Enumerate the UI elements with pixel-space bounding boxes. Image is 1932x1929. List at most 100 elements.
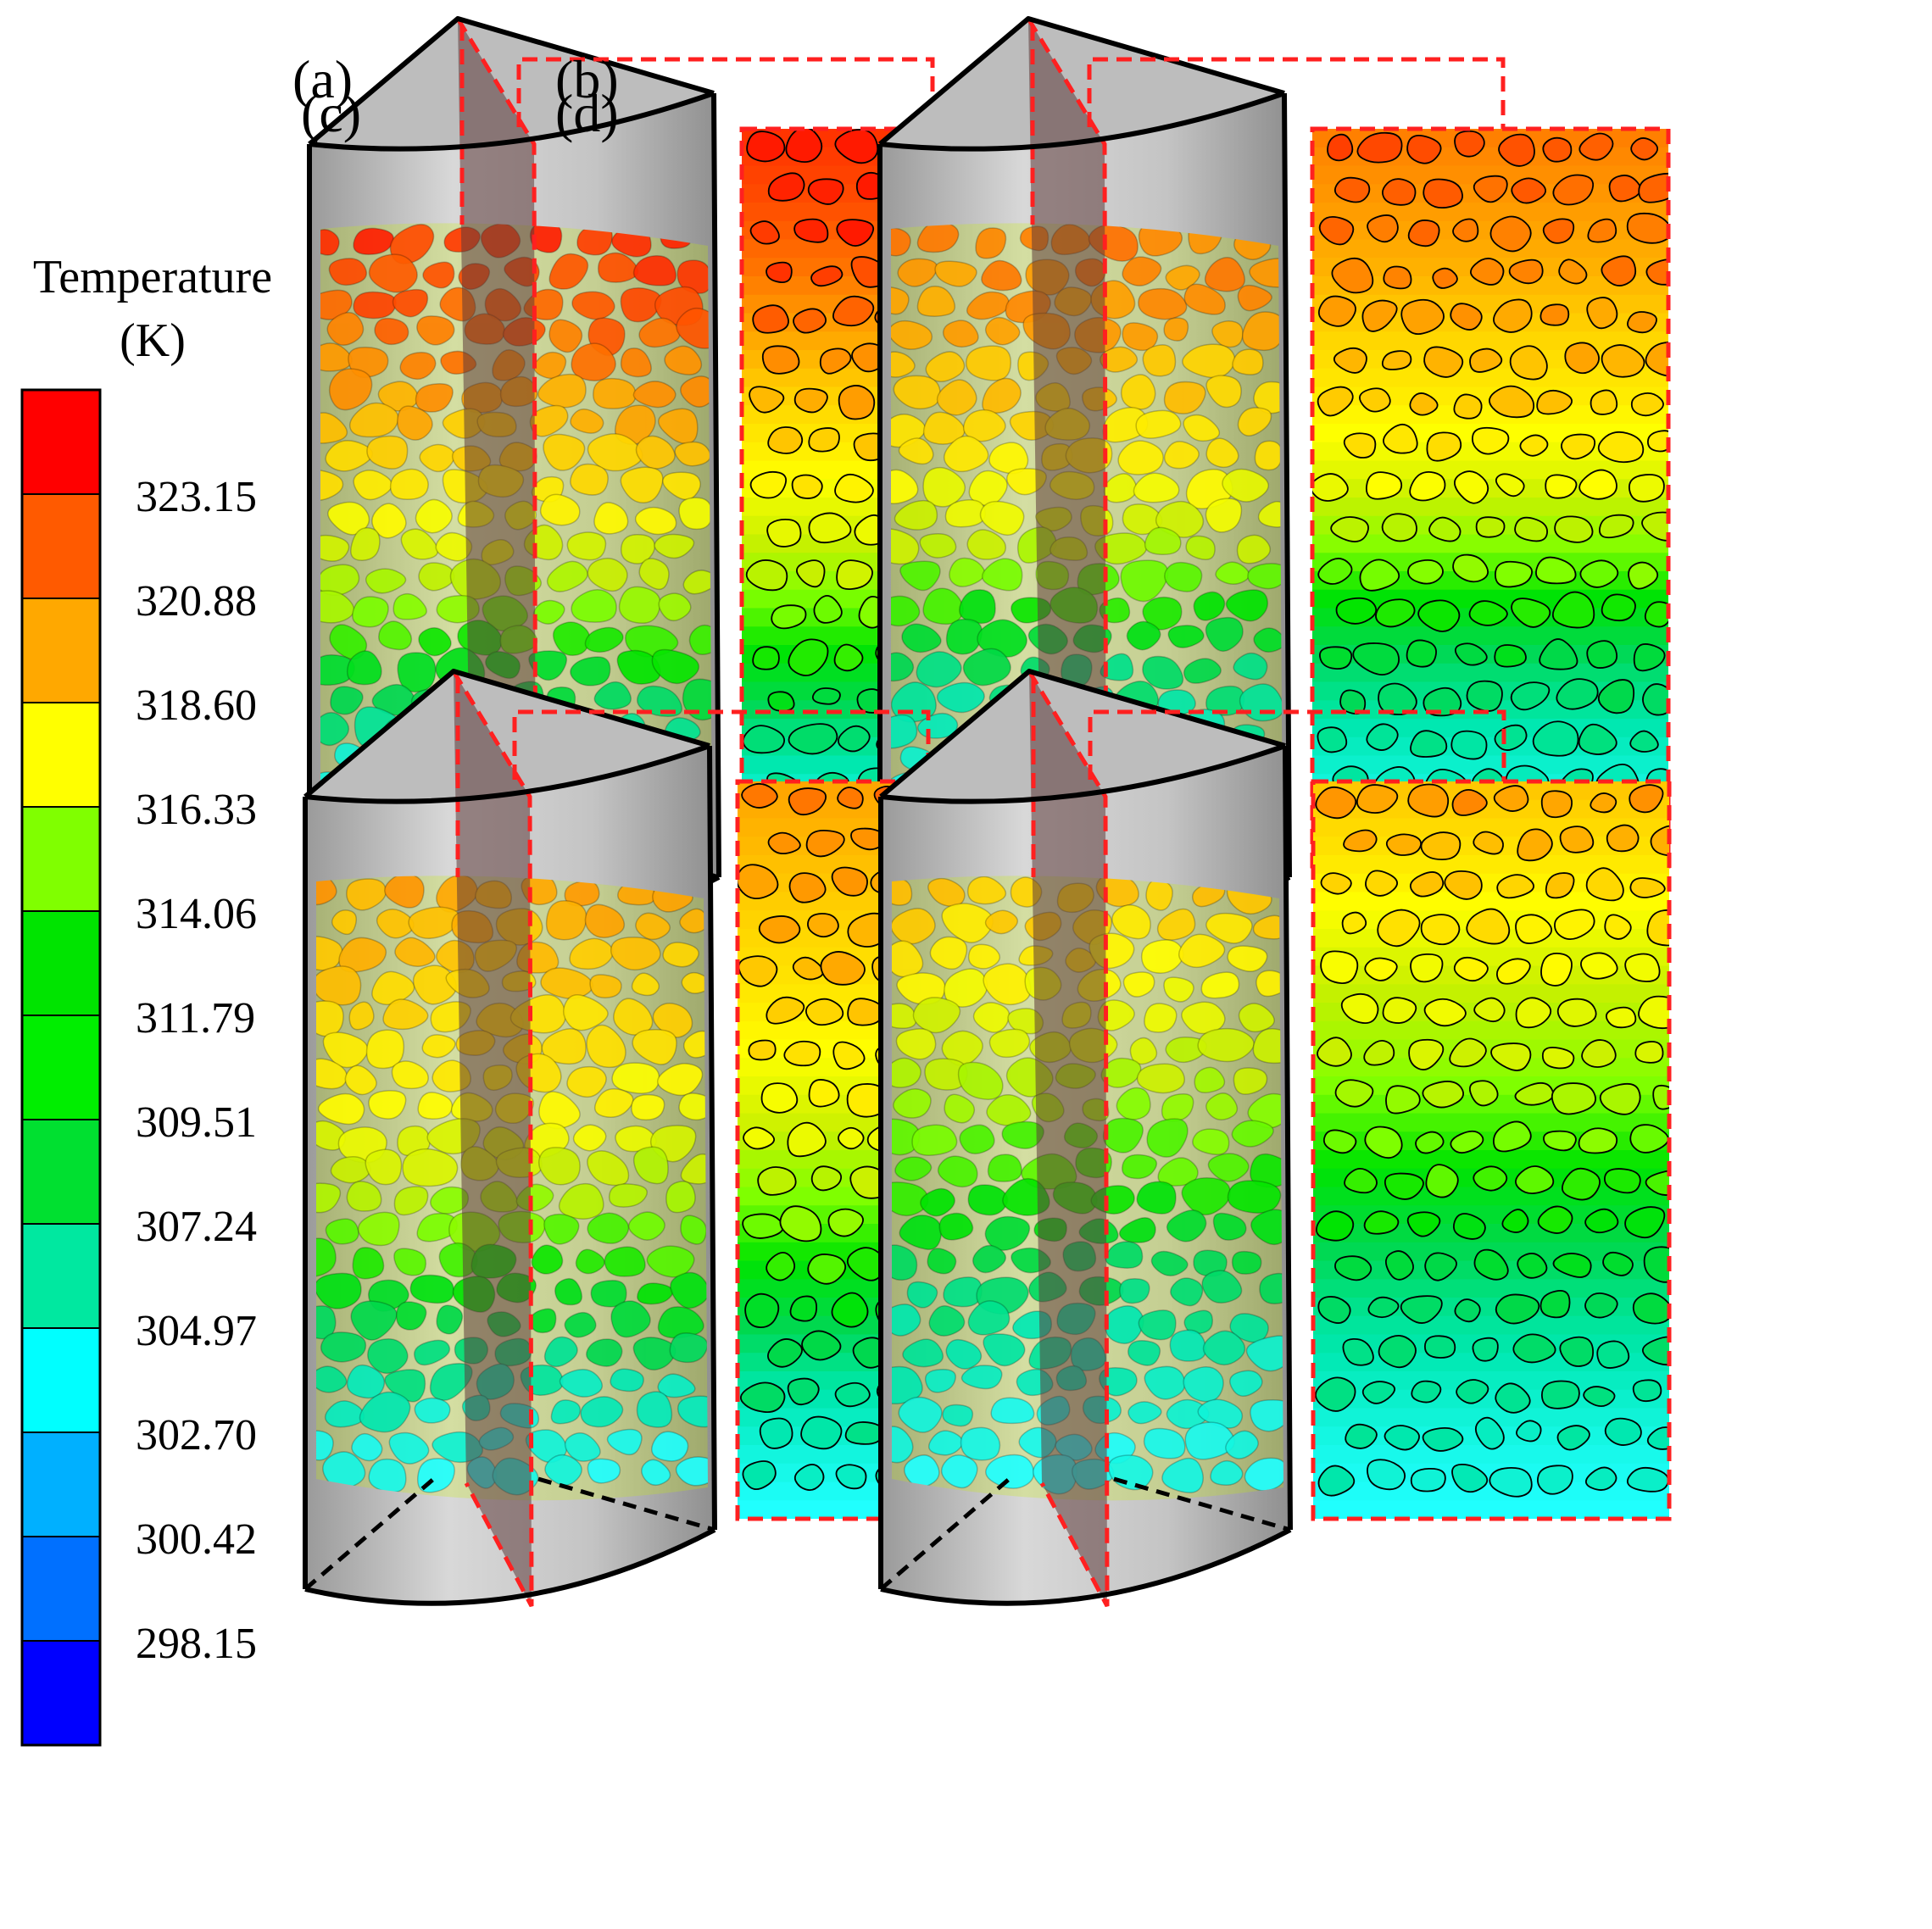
particle-section <box>1361 299 1398 332</box>
legend-tick-label: 316.33 <box>136 786 257 834</box>
particle-section <box>1364 1126 1403 1159</box>
particle-section <box>1542 218 1575 244</box>
particle-3d <box>329 624 368 660</box>
particle-3d <box>894 1156 933 1181</box>
particle-section <box>744 1292 780 1329</box>
particle-3d <box>941 903 994 943</box>
particle-section <box>1556 998 1597 1027</box>
particle-3d <box>397 405 433 441</box>
particle-section <box>1385 1085 1421 1115</box>
particle-3d <box>984 909 1019 935</box>
particle-3d <box>584 903 626 939</box>
particle-section <box>1564 342 1600 375</box>
particle-section <box>1356 784 1399 814</box>
particle-section <box>1578 1127 1618 1154</box>
particle-section <box>1383 265 1412 290</box>
particle-3d <box>1183 283 1226 315</box>
particle-section <box>1561 433 1596 460</box>
particle-3d <box>949 557 986 587</box>
particle-section <box>1556 678 1599 710</box>
particle-3d <box>1146 1118 1189 1158</box>
particle-section <box>1377 909 1421 948</box>
particle-3d <box>1165 264 1200 291</box>
packed-bed-cylinder <box>303 669 717 1608</box>
particle-3d <box>891 528 920 565</box>
particle-3d <box>421 1034 456 1059</box>
particle-section <box>1333 176 1371 203</box>
callout-connector <box>512 709 931 781</box>
particle-section <box>1590 389 1618 415</box>
particle-section <box>1584 1292 1618 1319</box>
particle-section <box>1638 172 1668 203</box>
particle-3d <box>571 589 617 623</box>
particle-section <box>1407 783 1450 818</box>
particle-section <box>1473 1248 1509 1281</box>
particle-3d <box>669 1332 708 1364</box>
particle-3d <box>414 1339 451 1366</box>
contour-band <box>1313 1315 1669 1336</box>
particle-section <box>1320 872 1352 895</box>
particle-3d <box>351 1432 383 1462</box>
particle-3d <box>357 1211 400 1247</box>
particle-section <box>757 1166 797 1196</box>
particle-3d <box>412 964 458 1005</box>
contour-band <box>1312 294 1668 314</box>
particle-section <box>1358 387 1391 413</box>
particle-3d <box>901 623 942 653</box>
particle-3d <box>979 500 1025 536</box>
particle-section <box>752 646 780 670</box>
particle-3d <box>657 1373 696 1398</box>
legend-tick-label: 311.79 <box>136 994 255 1042</box>
particle-section <box>791 474 823 499</box>
particle-3d <box>320 590 355 624</box>
particle-section <box>1604 1417 1642 1446</box>
legend-tick-label: 300.42 <box>136 1515 257 1564</box>
particle-3d <box>320 534 350 562</box>
particle-3d <box>316 1365 348 1393</box>
particle-section <box>1342 1337 1374 1366</box>
cutting-plane-outline <box>1027 670 1110 1608</box>
particle-section <box>1578 723 1617 755</box>
contour-band <box>1313 1371 1669 1391</box>
particle-3d <box>346 878 387 911</box>
particle-section <box>1364 957 1398 981</box>
particle-3d <box>664 345 703 375</box>
particle-section <box>1334 1255 1372 1281</box>
particle-section <box>820 951 866 986</box>
particle-section <box>1586 640 1618 669</box>
particle-3d <box>377 381 420 412</box>
legend-tick-label: 309.51 <box>136 1098 257 1147</box>
particle-3d <box>922 587 964 625</box>
particle-3d <box>942 1404 974 1427</box>
particle-3d <box>575 1248 605 1275</box>
particle-3d <box>409 1274 455 1304</box>
panel-label-a: (a) <box>292 49 353 109</box>
particle-section <box>785 129 823 164</box>
particle-section <box>1545 872 1575 899</box>
particle-3d <box>316 1182 342 1214</box>
particle-section <box>1327 133 1354 162</box>
particle-section <box>1343 829 1378 853</box>
particle-section <box>1359 559 1400 592</box>
particle-section <box>1535 556 1577 585</box>
particle-3d <box>1129 1037 1158 1065</box>
particle-section <box>766 1338 803 1368</box>
particle-3d <box>316 1120 346 1151</box>
cross-section-frame <box>1311 779 1672 1521</box>
particle-section <box>1466 908 1511 945</box>
particle-3d <box>1178 933 1226 969</box>
cylinder-outline <box>307 16 721 953</box>
particle-section <box>1473 997 1506 1023</box>
particle-3d <box>894 499 938 531</box>
particle-3d <box>587 433 643 472</box>
contour-band <box>1312 663 1668 683</box>
panel-d: (d) <box>555 83 1672 1608</box>
particle-section <box>1515 914 1553 944</box>
particle-3d <box>1233 652 1268 681</box>
particle-3d <box>983 1333 1026 1367</box>
particle-section <box>1340 992 1379 1025</box>
particle-3d <box>922 466 966 508</box>
particle-3d <box>593 377 637 409</box>
particle-section <box>1552 1253 1592 1278</box>
particle-section <box>835 1464 867 1490</box>
